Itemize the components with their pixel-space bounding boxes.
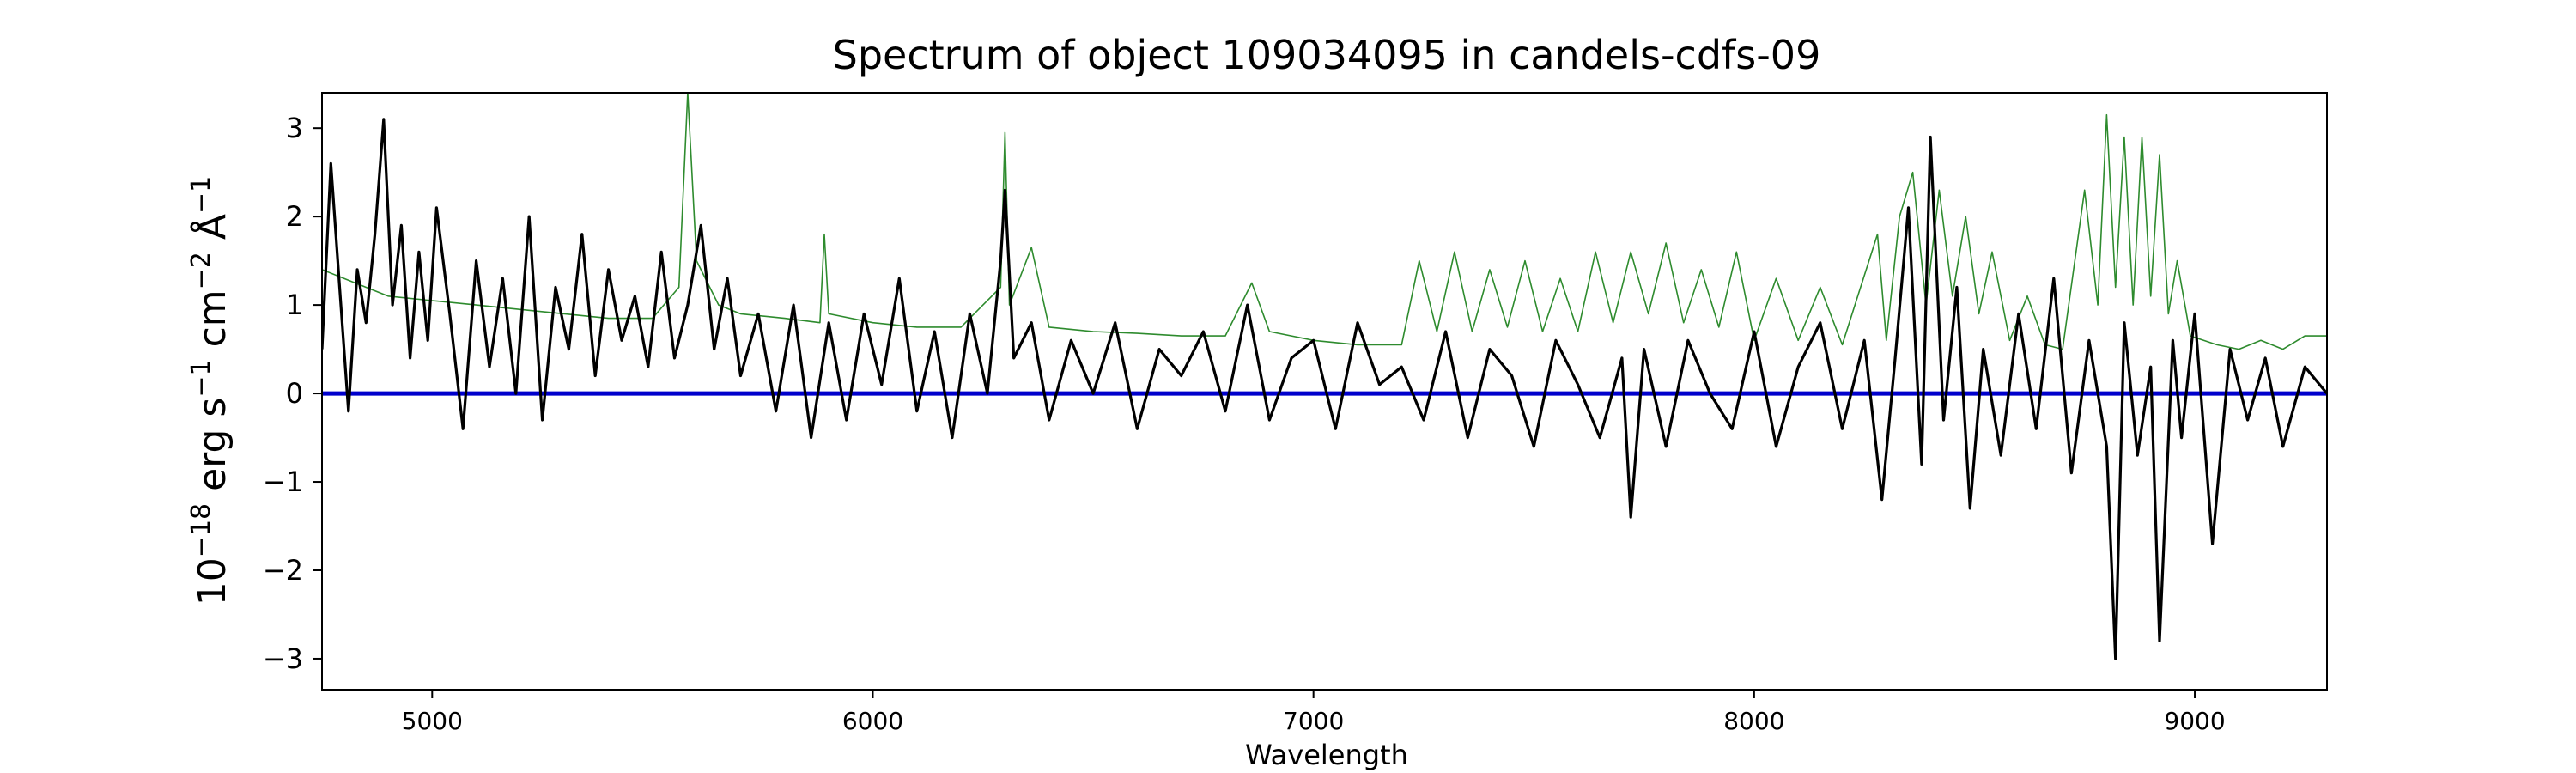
x-tick-label: 9000 [2164, 707, 2225, 735]
y-tick-label: −1 [263, 466, 303, 498]
y-tick-label: 1 [286, 289, 303, 321]
y-tick-label: 0 [286, 377, 303, 410]
y-tick-label: 2 [286, 200, 303, 233]
x-axis: 5000 6000 7000 8000 9000 [402, 690, 2226, 735]
flux-series-line [322, 118, 2327, 660]
series-layer [322, 93, 2327, 660]
y-axis-label: 10−18 erg s−1 cm−2 Å−1 [186, 176, 234, 606]
y-tick-label: −2 [263, 554, 303, 587]
error-series-line [322, 93, 2327, 350]
y-axis: −3 −2 −1 0 1 2 3 [263, 112, 322, 675]
y-tick-label: −3 [263, 642, 303, 675]
x-tick-label: 6000 [842, 707, 903, 735]
plot-frame [321, 92, 2328, 691]
chart-title: Spectrum of object 109034095 in candels-… [833, 32, 1821, 78]
x-axis-label: Wavelength [1245, 739, 1408, 771]
y-tick-label: 3 [286, 112, 303, 144]
x-tick-label: 5000 [402, 707, 463, 735]
x-tick-label: 7000 [1283, 707, 1344, 735]
x-tick-label: 8000 [1723, 707, 1784, 735]
